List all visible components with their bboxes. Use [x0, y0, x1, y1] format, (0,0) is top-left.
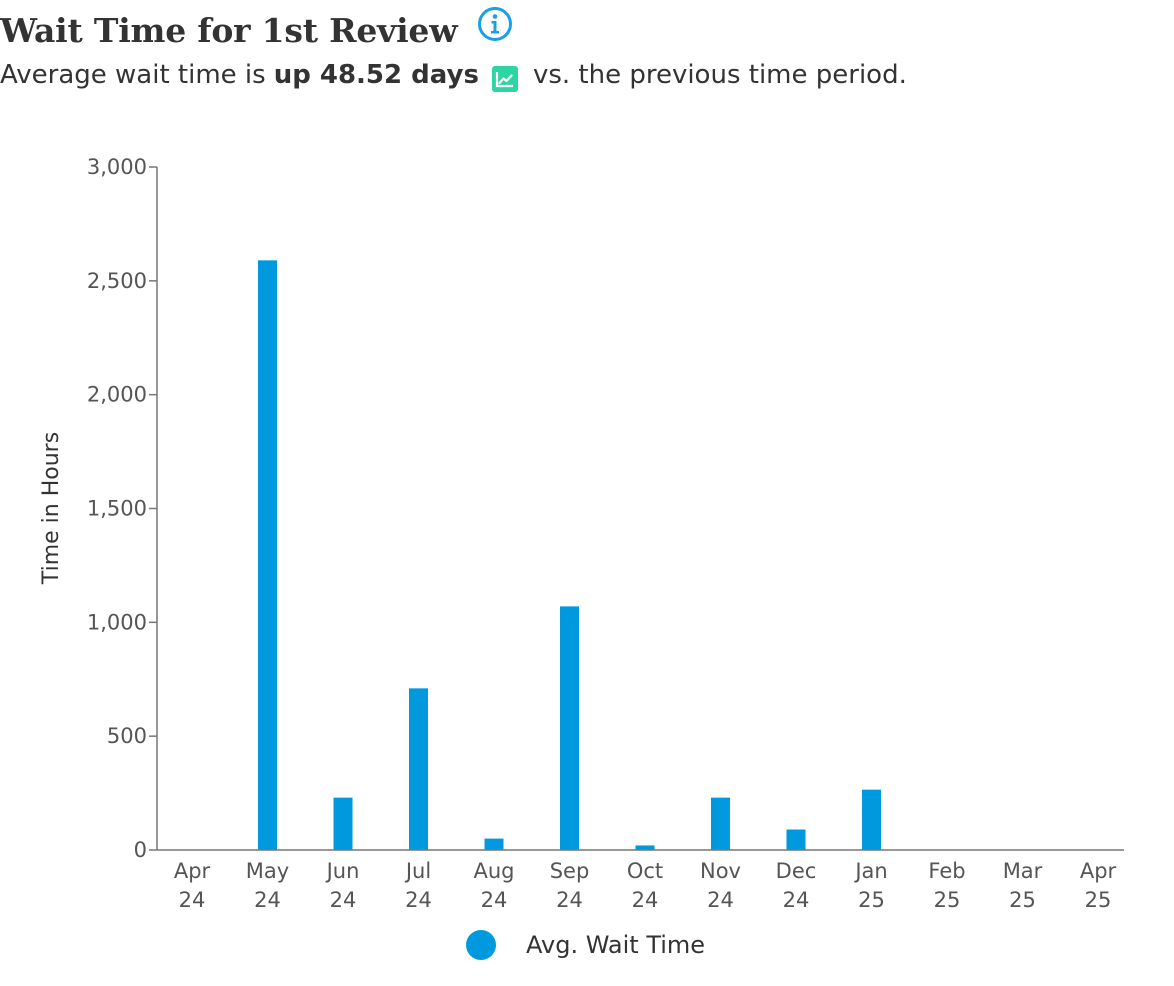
bar-dec-24[interactable]	[786, 829, 806, 850]
x-tick-label-year: 25	[1009, 888, 1036, 912]
x-tick-label-year: 25	[1085, 888, 1112, 912]
legend-swatch	[466, 930, 496, 960]
bar-oct-24[interactable]	[635, 845, 655, 850]
x-tick-label-month: Apr	[174, 859, 211, 883]
legend-item-avg-wait-time[interactable]: Avg. Wait Time	[466, 930, 705, 960]
y-tick-label: 1,000	[87, 610, 147, 634]
y-tick-label: 2,500	[87, 269, 147, 293]
summary-change-value: up 48.52 days	[273, 60, 479, 90]
y-tick-label: 500	[107, 724, 147, 748]
y-tick-label: 1,500	[87, 497, 147, 521]
summary-suffix: vs. the previous time period.	[532, 60, 907, 90]
x-tick-label-year: 25	[858, 888, 885, 912]
x-tick-label-month: Apr	[1080, 859, 1117, 883]
bars	[258, 260, 881, 850]
y-axis-ticks: 0 500 1,000 1,500 2,000 2,500 3,000	[87, 155, 157, 862]
x-tick-label-month: Dec	[776, 859, 817, 883]
x-tick-label-year: 24	[330, 888, 357, 912]
x-tick-label-year: 24	[783, 888, 810, 912]
bar-nov-24[interactable]	[711, 797, 730, 850]
trend-up-icon-graphic	[491, 66, 518, 92]
x-tick-label-month: Mar	[1003, 859, 1043, 883]
bar-jul-24[interactable]	[409, 688, 428, 850]
x-tick-label-month: Jul	[404, 859, 431, 883]
bar-may-24[interactable]	[258, 260, 277, 850]
x-tick-label-month: Sep	[550, 859, 590, 883]
info-icon[interactable]	[477, 6, 513, 42]
chart-header: Wait Time for 1st Review Average wait ti…	[0, 4, 1174, 93]
title-row: Wait Time for 1st Review	[0, 4, 1174, 56]
page-title: Wait Time for 1st Review	[0, 10, 458, 50]
x-tick-label-year: 24	[707, 888, 734, 912]
summary-prefix: Average wait time is	[0, 60, 266, 90]
legend-label: Avg. Wait Time	[526, 931, 706, 959]
bar-aug-24[interactable]	[484, 838, 504, 850]
y-axis-label: Time in Hours	[39, 432, 64, 585]
x-tick-label-month: Jan	[853, 859, 887, 883]
x-tick-label-month: Nov	[700, 859, 741, 883]
trend-up-icon	[491, 65, 519, 93]
x-tick-label-year: 24	[481, 888, 508, 912]
x-axis-ticks: Apr 24 May 24 Jun 24 Jul 24 Aug 24 Sep 24 Oct 24 Nov 24…	[174, 859, 1117, 912]
x-tick-label-year: 24	[254, 888, 281, 912]
bar-chart: Time in Hours 0 500 1,000 1,500 2,000 2,500 3,…	[39, 155, 1124, 912]
info-icon-graphic	[478, 7, 513, 41]
x-tick-label-year: 25	[934, 888, 961, 912]
x-tick-label-year: 24	[632, 888, 659, 912]
y-tick-label: 3,000	[87, 155, 147, 179]
bar-jun-24[interactable]	[333, 797, 353, 850]
x-tick-label-month: May	[246, 859, 289, 883]
y-axis-label-group: Time in Hours	[39, 432, 64, 585]
summary-text: Average wait time is up 48.52 days vs. t…	[0, 60, 1174, 93]
x-tick-label-year: 24	[405, 888, 432, 912]
bar-jan-25[interactable]	[862, 789, 881, 850]
x-tick-label-year: 24	[556, 888, 583, 912]
x-tick-label-year: 24	[179, 888, 206, 912]
x-tick-label-month: Jun	[325, 859, 360, 883]
x-tick-label-month: Feb	[928, 859, 965, 883]
bar-sep-24[interactable]	[560, 606, 579, 850]
x-tick-label-month: Oct	[627, 859, 663, 883]
y-tick-label: 0	[134, 838, 147, 862]
x-tick-label-month: Aug	[473, 859, 514, 883]
y-tick-label: 2,000	[87, 383, 147, 407]
